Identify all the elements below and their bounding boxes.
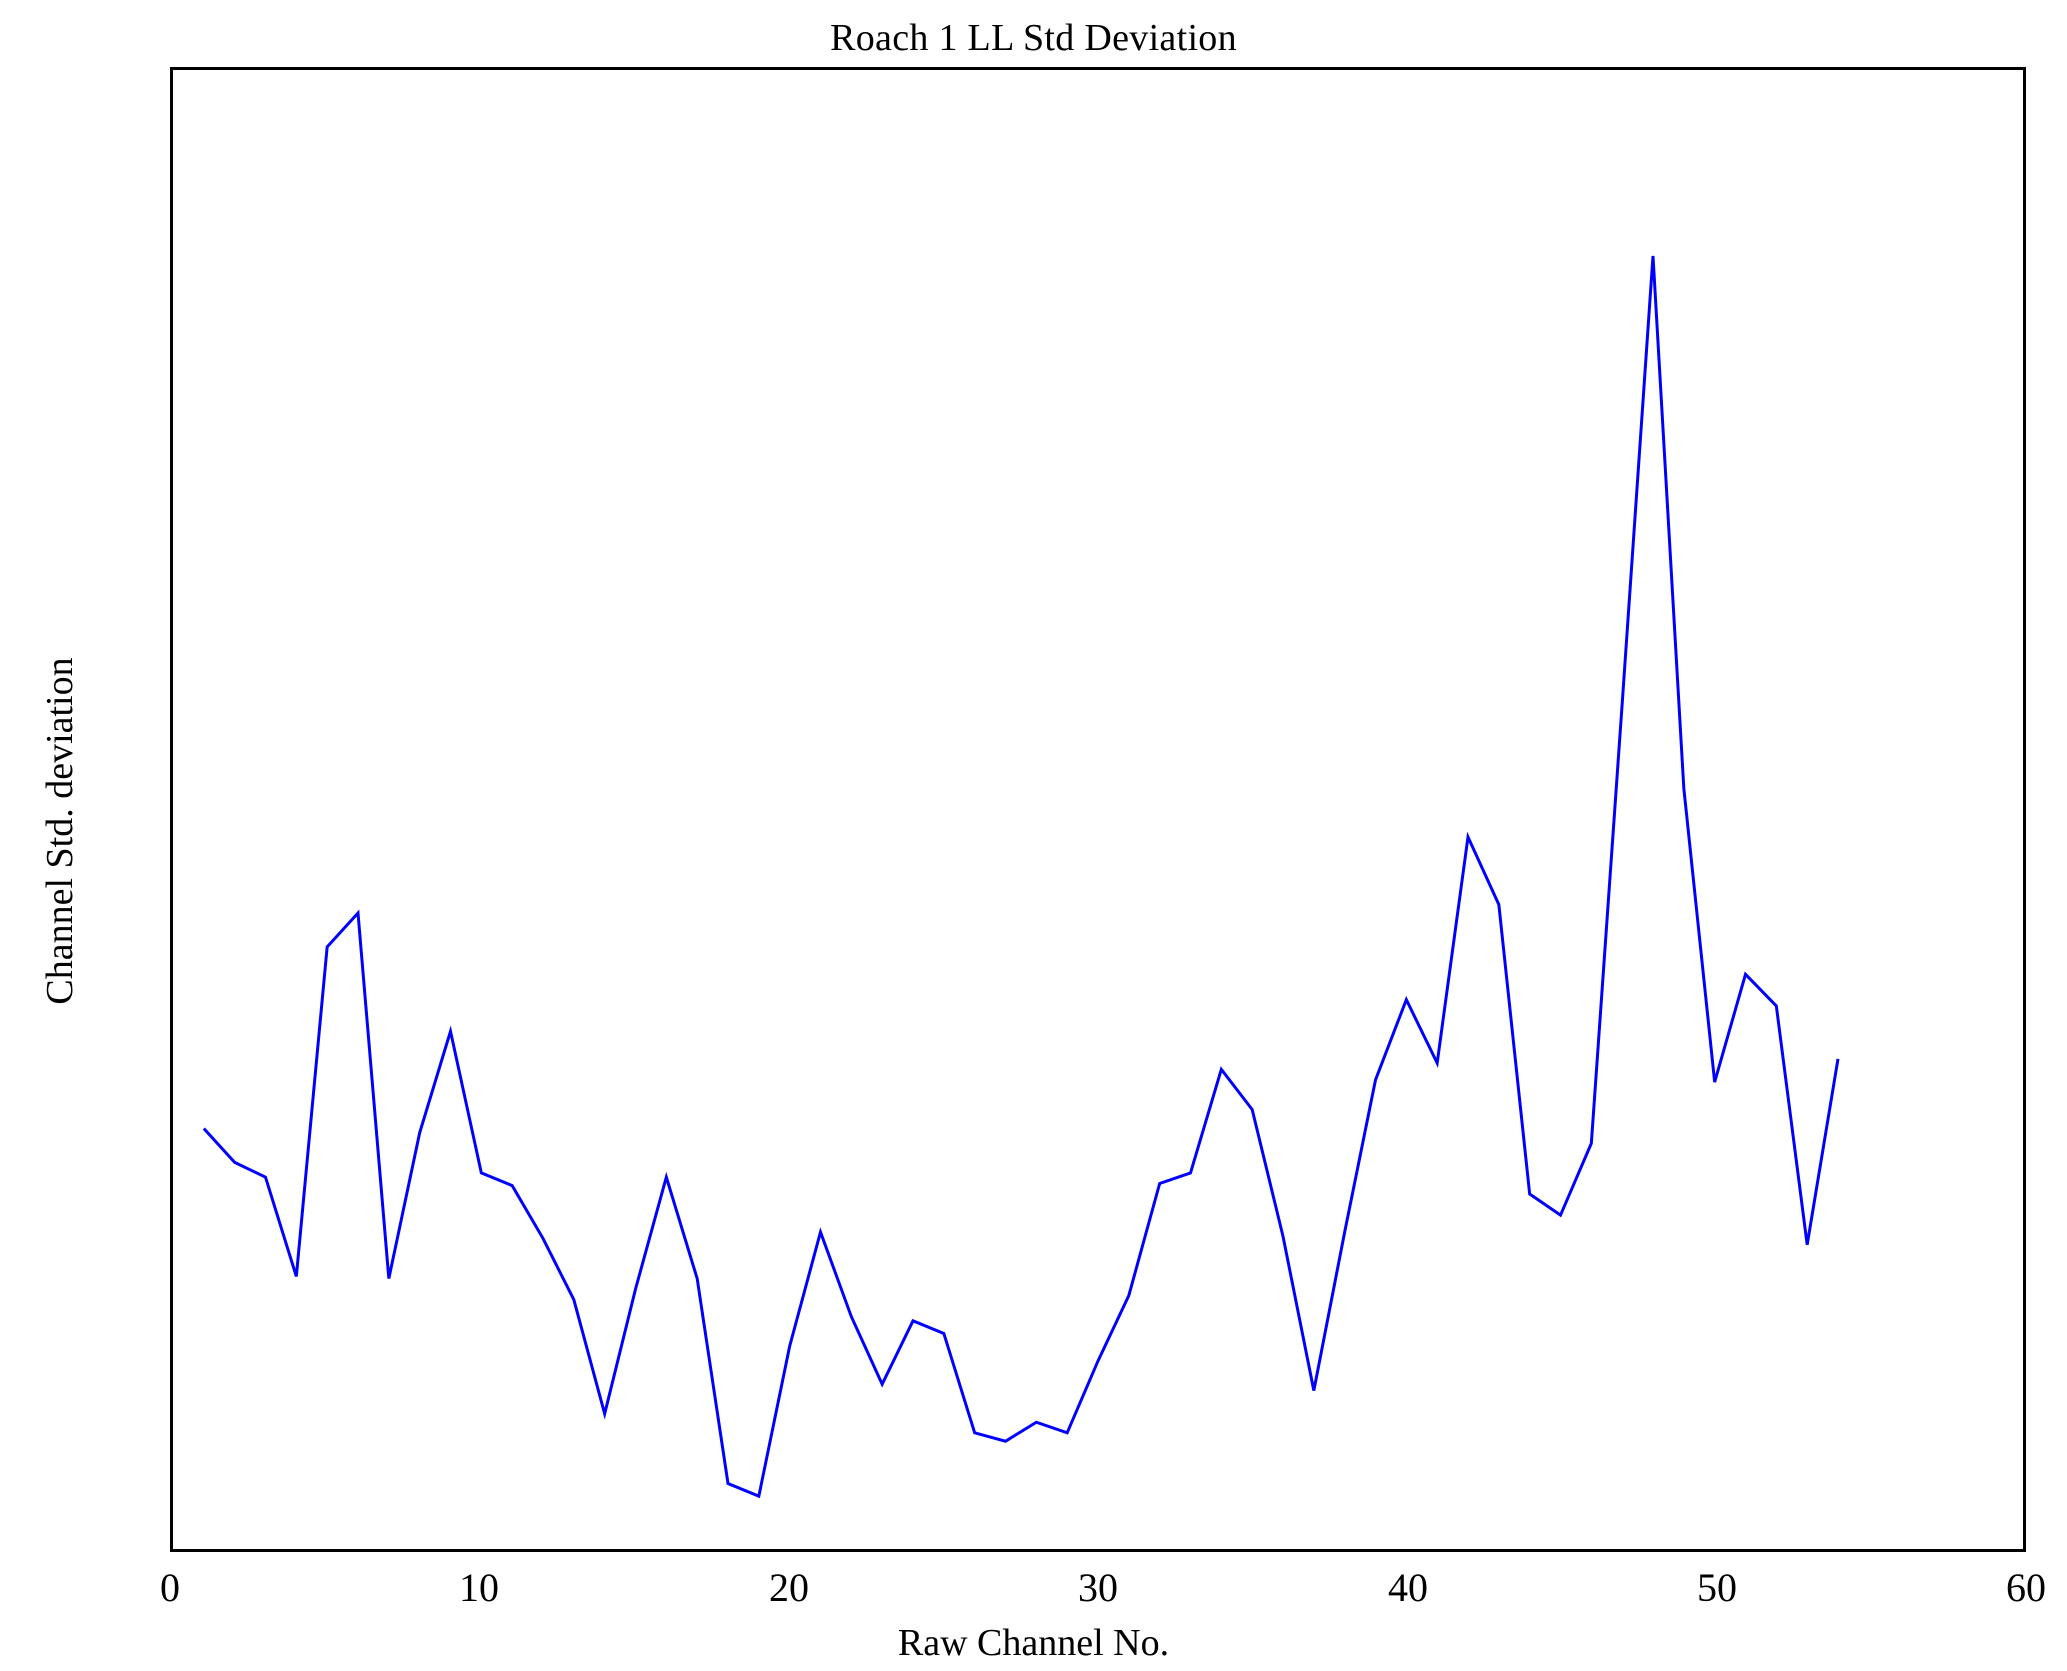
x-tick-label-40: 40 xyxy=(1388,1565,1428,1610)
series-line-channel-std-deviation xyxy=(202,255,1840,1499)
x-tick-label-60: 60 xyxy=(2006,1565,2046,1610)
x-tick-label-10: 10 xyxy=(459,1565,499,1610)
x-axis-label: Raw Channel No. xyxy=(897,1622,1170,1664)
chart-title: Roach 1 LL Std Deviation xyxy=(830,17,1237,59)
y-axis-label: Channel Std. deviation xyxy=(39,657,81,1005)
data-series-plot xyxy=(202,255,1840,1499)
x-tick-label-0: 0 xyxy=(160,1565,180,1610)
x-tick-label-20: 20 xyxy=(769,1565,809,1610)
x-tick-label-30: 30 xyxy=(1078,1565,1118,1610)
x-tick-label-50: 50 xyxy=(1697,1565,1737,1610)
plot-area xyxy=(170,67,2026,1552)
